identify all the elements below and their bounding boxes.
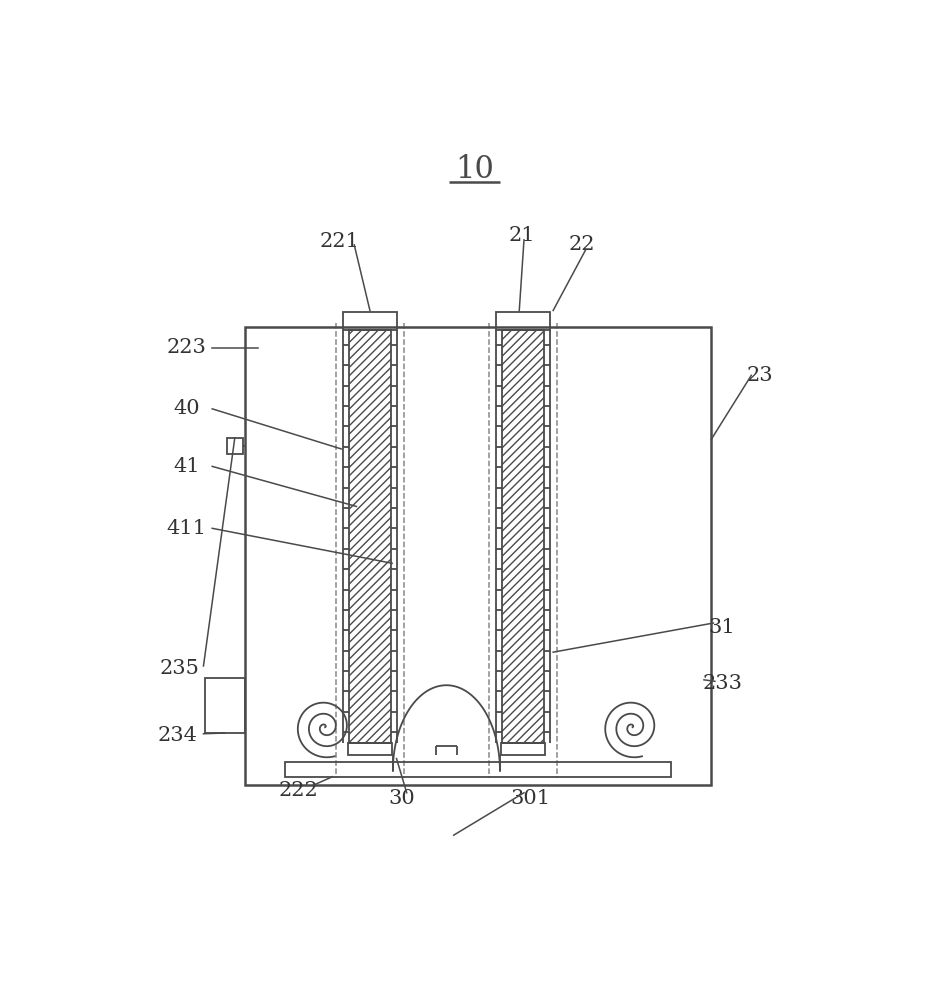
Text: 223: 223 [166,338,207,357]
Bar [496,312,550,330]
Text: 234: 234 [158,726,198,745]
Bar [501,743,545,755]
Bar [227,438,243,454]
Text: 221: 221 [320,232,360,251]
Text: 233: 233 [702,674,743,693]
Text: 40: 40 [173,399,200,418]
Text: 22: 22 [569,235,596,254]
Bar [245,327,712,785]
Text: 235: 235 [160,659,199,678]
Text: 21: 21 [509,226,535,245]
Text: 222: 222 [278,781,318,800]
Text: 10: 10 [455,154,494,185]
Text: 31: 31 [709,618,735,637]
Text: 23: 23 [746,366,774,385]
Text: 41: 41 [173,457,200,476]
Bar [205,678,245,733]
Bar [285,762,671,777]
Bar [348,743,392,755]
Bar [502,330,543,743]
Text: 30: 30 [388,789,415,808]
Text: 411: 411 [166,519,207,538]
Bar [349,330,391,743]
Text: 301: 301 [510,789,551,808]
Bar [343,312,397,330]
